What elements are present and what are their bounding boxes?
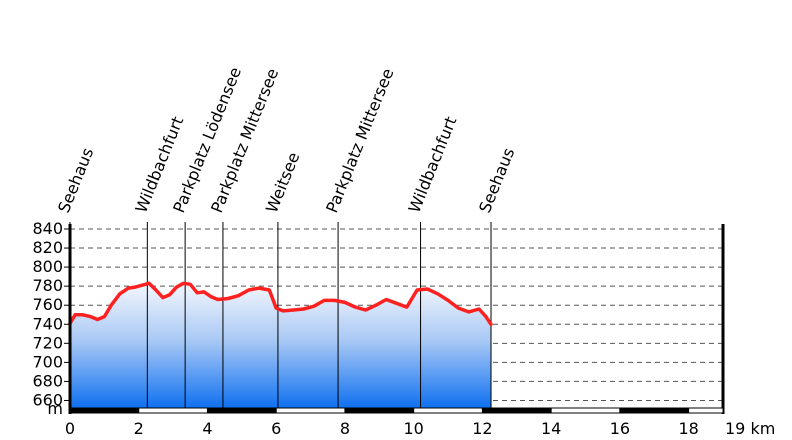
y-tick-label: 800 [32,257,63,276]
x-tick-label: 12 [472,419,492,438]
elevation-line-layer [68,281,493,327]
waypoint-label: Seehaus [475,145,518,215]
scale-bar-segment [619,407,690,414]
y-tick-label: 840 [32,219,63,238]
x-tick-label: 8 [340,419,350,438]
scale-bar-segment [69,407,140,414]
waypoint-label: Parkplatz Mittersee [322,66,397,216]
scale-bar-segment [688,407,724,414]
scale-bar-segment [481,407,552,414]
axes [64,224,725,414]
x-tick-label: 0 [65,419,75,438]
y-tick-label: 680 [32,371,63,390]
scale-bar-segment [344,407,415,414]
scale-bar-segment [275,407,346,414]
waypoint-label: Wildbachfurt [405,114,461,216]
waypoint-label: Seehaus [54,145,97,215]
x-tick-label: 14 [541,419,561,438]
x-tick-label: 16 [610,419,630,438]
scale-bar-segment [138,407,208,414]
x-tick-label: 2 [134,419,144,438]
elevation-area [70,283,491,410]
y-tick-label: 700 [32,352,63,371]
elevation-area-layer [70,283,491,410]
scale-bar-segment [206,407,277,414]
x-tick-label: 19 km [725,419,775,438]
y-unit-label: m [47,399,63,418]
elevation-line [68,281,493,327]
scale-bar-segment [550,407,621,414]
y-tick-label: 740 [32,314,63,333]
y-tick-label: 720 [32,333,63,352]
waypoint-label: Weitsee [262,150,303,216]
scale-bar-segment [413,407,483,414]
x-tick-label: 18 [678,419,698,438]
y-tick-label: 760 [32,295,63,314]
y-tick-label: 660 [32,390,63,409]
x-tick-label: 6 [271,419,281,438]
x-tick-label: 4 [202,419,212,438]
y-tick-label: 820 [32,238,63,257]
y-tick-label: 780 [32,276,63,295]
x-tick-label: 10 [404,419,424,438]
